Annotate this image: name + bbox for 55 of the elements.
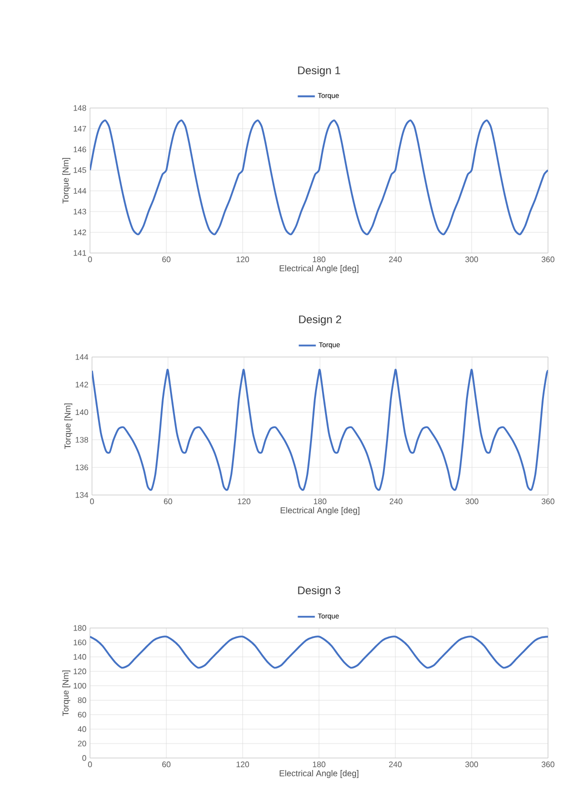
y-tick-label: 145 xyxy=(74,167,86,173)
x-tick-label: 180 xyxy=(312,762,326,768)
chart-title: Design 2 xyxy=(299,315,342,326)
x-tick-label: 60 xyxy=(162,762,170,768)
x-tick-label: 0 xyxy=(90,498,94,504)
x-tick-label: 360 xyxy=(542,498,554,504)
x-tick-label: 120 xyxy=(236,256,250,262)
y-tick-label: 100 xyxy=(74,682,86,689)
x-tick-label: 240 xyxy=(389,256,402,262)
chart-title: Design 3 xyxy=(298,586,340,596)
y-tick-label: 40 xyxy=(78,726,86,732)
y-axis-title: Torque [Nm] xyxy=(62,158,70,204)
y-tick-label: 160 xyxy=(74,640,86,646)
line-series xyxy=(90,120,548,236)
y-tick-label: 80 xyxy=(78,697,86,704)
chart-title: Design 1 xyxy=(298,66,340,76)
y-tick-label: 60 xyxy=(78,712,86,718)
y-tick-label: 142 xyxy=(74,229,86,236)
y-tick-label: 140 xyxy=(76,409,88,416)
x-tick-label: 240 xyxy=(390,498,402,504)
y-tick-label: 141 xyxy=(74,250,86,256)
y-tick-label: 143 xyxy=(74,208,86,214)
x-tick-label: 360 xyxy=(542,762,554,768)
x-tick-label: 300 xyxy=(465,762,478,768)
y-tick-label: 140 xyxy=(74,654,86,660)
y-tick-label: 120 xyxy=(74,668,86,674)
y-tick-label: 144 xyxy=(76,354,88,360)
x-tick-label: 300 xyxy=(466,498,478,504)
y-tick-label: 142 xyxy=(76,382,88,388)
y-tick-label: 180 xyxy=(74,625,86,631)
x-axis-title: Electrical Angle [deg] xyxy=(280,265,358,273)
line-series xyxy=(90,636,548,669)
y-tick-label: 136 xyxy=(76,464,88,470)
x-tick-label: 180 xyxy=(314,498,326,504)
x-axis-title: Electrical Angle [deg] xyxy=(280,507,360,515)
x-tick-label: 60 xyxy=(162,256,170,262)
y-tick-label: 144 xyxy=(74,188,86,194)
y-tick-label: 147 xyxy=(74,126,86,132)
x-tick-label: 120 xyxy=(236,762,250,768)
line-series xyxy=(92,370,548,490)
y-tick-label: 20 xyxy=(78,740,86,746)
y-tick-label: 0 xyxy=(82,755,86,761)
x-axis-title: Electrical Angle [deg] xyxy=(280,770,358,778)
x-tick-label: 360 xyxy=(542,256,554,262)
y-tick-label: 134 xyxy=(76,492,88,498)
y-axis-title: Torque [Nm] xyxy=(62,670,70,716)
y-tick-label: 146 xyxy=(74,146,86,152)
y-axis-title: Torque [Nm] xyxy=(64,403,72,449)
y-tick-label: 138 xyxy=(76,436,88,443)
x-tick-label: 240 xyxy=(389,762,402,768)
x-tick-label: 300 xyxy=(465,256,478,262)
x-tick-label: 120 xyxy=(238,498,250,504)
y-tick-label: 148 xyxy=(74,105,86,111)
x-tick-label: 180 xyxy=(312,256,326,262)
x-tick-label: 60 xyxy=(164,498,172,504)
